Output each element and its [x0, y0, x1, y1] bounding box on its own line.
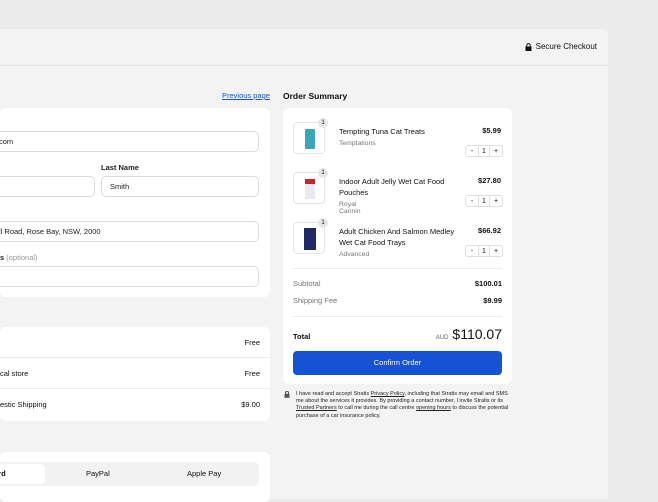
address-value: ll Road, Rose Bay, NSW, 2000: [0, 227, 101, 236]
shipping-option-price: $9.00: [241, 400, 260, 409]
subtotal-label: Subtotal: [293, 279, 321, 288]
last-name-value: Smith: [110, 182, 130, 191]
increment-button[interactable]: +: [493, 248, 499, 255]
product-name: Indoor Adult Jelly Wet Cat Food Pouches: [339, 177, 445, 197]
secure-label: Secure Checkout: [535, 42, 597, 51]
product-price: $27.80: [478, 176, 501, 185]
first-name-input[interactable]: [0, 176, 95, 197]
tab-paypal-label: PayPal: [86, 469, 110, 478]
shipping-fee-value: $9.99: [483, 296, 502, 305]
quantity-value[interactable]: 1: [478, 146, 490, 156]
divider: [293, 316, 502, 317]
decrement-button[interactable]: -: [470, 248, 474, 255]
last-name-input[interactable]: Smith: [101, 176, 259, 197]
legal-consent-text: I have read and accept Stratis Privacy P…: [296, 391, 514, 420]
tab-apple-pay-label: Apple Pay: [187, 469, 222, 478]
product-price: $5.99: [482, 126, 501, 135]
shipping-fee-label: Shipping Fee: [293, 296, 338, 305]
shipping-option[interactable]: Free: [0, 327, 270, 358]
legal-text: to discuss the potential purchase of a c…: [296, 405, 509, 419]
shipping-option-price: Free: [244, 368, 260, 378]
product-brand: Royal Cannin: [339, 201, 361, 215]
quantity-badge: 1: [318, 168, 328, 178]
opening-hours-link[interactable]: opening hours: [415, 405, 451, 412]
privacy-policy-link[interactable]: Privacy Policy: [370, 391, 405, 397]
total-label: Total: [293, 332, 311, 341]
shipping-option[interactable]: cal store Free: [0, 358, 270, 389]
header-divider: [0, 65, 608, 66]
quantity-value[interactable]: 1: [478, 246, 490, 256]
email-input[interactable]: com: [0, 131, 259, 152]
subtotal-value: $100.01: [474, 279, 502, 288]
product-name: Tempting Tuna Cat Treats: [339, 127, 425, 136]
shipping-option-price: Free: [244, 337, 260, 347]
decrement-button[interactable]: -: [470, 198, 474, 205]
shipping-fee-row: Shipping Fee $9.99: [293, 296, 502, 305]
shipping-option[interactable]: estic Shipping $9.00: [0, 389, 270, 420]
tab-apple-pay[interactable]: Apple Pay: [187, 469, 221, 478]
trusted-partners-link[interactable]: Trusted Partners: [296, 405, 337, 412]
quantity-value[interactable]: 1: [478, 196, 490, 206]
shipping-option-label: estic Shipping: [0, 400, 47, 409]
divider: [293, 268, 502, 269]
notes-input[interactable]: [0, 266, 259, 287]
product-brand: Advanced: [339, 251, 370, 258]
notes-label: s (optional): [0, 253, 38, 262]
payment-card: ard PayPal Apple Pay: [0, 452, 270, 502]
lock-icon: [525, 42, 532, 51]
address-input[interactable]: ll Road, Rose Bay, NSW, 2000: [0, 221, 259, 242]
quantity-stepper[interactable]: -1 +: [465, 195, 503, 207]
total-value: $110.07: [452, 326, 502, 342]
shipping-options-card: Free cal store Free estic Shipping $9.00: [0, 327, 270, 421]
quantity-stepper[interactable]: -1 +: [465, 145, 503, 157]
total-row: Total AUD $110.07: [293, 326, 502, 342]
order-summary-title: Order Summary: [283, 91, 348, 101]
subtotal-row: Subtotal $100.01: [293, 279, 502, 288]
payment-tabs: ard PayPal Apple Pay: [0, 462, 259, 486]
quantity-badge: 1: [318, 218, 328, 228]
email-value: com: [0, 137, 14, 146]
decrement-button[interactable]: -: [470, 148, 474, 155]
product-name: Adult Chicken And Salmon Medley Wet Cat …: [339, 227, 455, 247]
shipping-option-label: cal store: [0, 368, 29, 378]
lock-icon: [284, 391, 290, 398]
tab-card[interactable]: ard: [0, 464, 45, 484]
previous-page-link[interactable]: Previous page: [222, 91, 270, 100]
secure-checkout: Secure Checkout: [525, 42, 597, 51]
legal-text: to call me during the call centre: [336, 405, 416, 412]
notes-label-text: s: [0, 253, 5, 262]
currency-label: AUD: [435, 335, 449, 341]
tab-card-label: ard: [0, 469, 6, 478]
increment-button[interactable]: +: [493, 148, 499, 155]
quantity-badge: 1: [318, 118, 328, 128]
increment-button[interactable]: +: [493, 198, 499, 205]
product-price: $66.92: [478, 226, 501, 235]
quantity-stepper[interactable]: -1 +: [465, 245, 503, 257]
optional-hint: (optional): [6, 253, 38, 262]
tab-paypal[interactable]: PayPal: [86, 469, 110, 478]
product-brand: Temptations: [339, 140, 376, 147]
legal-text: , including that Stratis may email and S…: [296, 391, 508, 405]
legal-text: I have read and accept Stratis: [296, 391, 371, 397]
confirm-order-button[interactable]: Confirm Order: [293, 351, 502, 375]
last-name-label: Last Name: [101, 163, 139, 172]
